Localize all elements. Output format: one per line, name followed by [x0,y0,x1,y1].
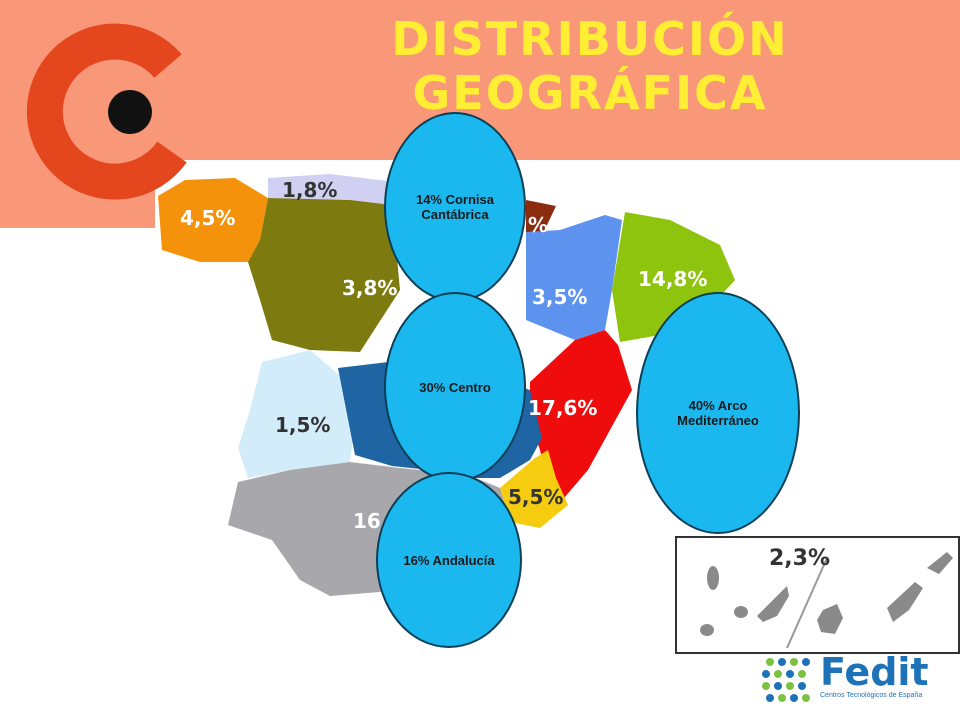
region-label-asturias: 1,8% [282,178,337,202]
page-title-line-2: GEOGRÁFICA [412,66,768,120]
island-tenerife [757,586,789,622]
fedit-dots-icon [762,658,810,702]
region-label-galicia: 4,5% [180,206,235,230]
zone-bubble-cornisa-cantabrica: 14% Cornisa Cantábrica [384,112,526,302]
region-aragon [526,215,622,340]
logo-ring-icon [26,23,187,200]
canary-islands-map [700,552,953,649]
zone-bubble-centro: 30% Centro [384,292,526,482]
region-galicia [158,178,268,262]
region-label-valencia: 17,6% [528,396,597,420]
island-la-palma [707,566,719,590]
region-label-aragon: 3,5% [532,285,587,309]
island-la-gomera [734,606,748,618]
zone-bubble-label: 16% Andalucía [403,552,495,568]
region-label-cataluna: 14,8% [638,267,707,291]
zone-bubble-label: 14% Cornisa Cantábrica [415,192,495,222]
canary-islands-inset: 2,3% [675,536,960,654]
region-label-andalucia: 16 [353,509,381,533]
island-el-hierro [700,624,714,636]
region-asturias [268,174,395,205]
logo-dot-icon [108,90,152,134]
island-gran-canaria [817,604,843,634]
fedit-logo: Fedit Centros Tecnológicos de España [758,650,958,714]
region-castilla-leon [248,198,400,352]
fedit-logo-subtitle: Centros Tecnológicos de España [820,692,923,699]
fedit-logo-name: Fedit [820,650,929,694]
zone-bubble-arco-mediterraneo: 40% Arco Mediterráneo [636,292,800,534]
region-label-murcia: 5,5% [508,485,563,509]
region-murcia [500,450,568,528]
region-label-navarra: % [528,213,548,237]
inset-divider-line [786,557,828,649]
page-title-line-1: DISTRIBUCIÓN [391,12,789,66]
header-band-shape [0,0,960,228]
region-label-canarias: 2,3% [769,546,831,571]
brand-logo-icon [26,23,187,200]
region-extremadura [238,350,355,478]
region-label-castilla-leon: 3,8% [342,276,397,300]
zone-bubble-label: 30% Centro [419,379,491,395]
region-valencia [530,330,632,498]
island-fuerteventura [887,582,923,622]
zone-bubble-label: 40% Arco Mediterráneo [677,398,759,428]
zone-bubble-andalucia: 16% Andalucía [376,472,522,648]
region-label-extremadura: 1,5% [275,413,330,437]
island-lanzarote [927,552,953,574]
